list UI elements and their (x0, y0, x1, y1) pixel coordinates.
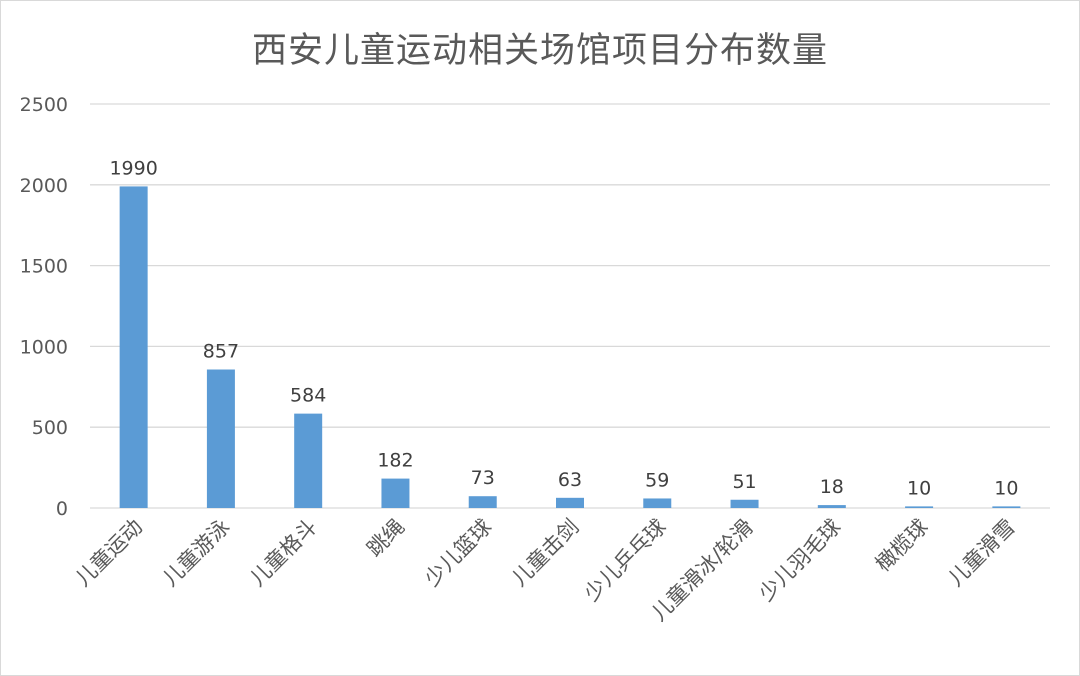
bar (556, 497, 584, 508)
data-label: 10 (907, 477, 931, 499)
y-tick-label: 0 (56, 498, 68, 520)
x-category-label: 少儿篮球 (420, 515, 496, 591)
bar (119, 186, 148, 508)
bars (119, 186, 1021, 508)
gridlines (90, 103, 1050, 509)
data-label: 857 (203, 341, 239, 363)
bar (730, 499, 759, 508)
bar (294, 413, 323, 508)
x-category-label: 橄榄球 (871, 515, 933, 577)
chart-title: 西安儿童运动相关场馆项目分布数量 (251, 31, 828, 71)
bar (468, 496, 497, 508)
x-category-label: 儿童滑雪 (944, 515, 1020, 591)
bar (381, 478, 410, 508)
bar (992, 506, 1021, 508)
data-label: 10 (994, 477, 1018, 499)
x-category-label: 跳绳 (362, 515, 409, 562)
x-category-label: 儿童格斗 (245, 515, 321, 591)
y-tick-label: 2000 (20, 175, 68, 197)
x-axis-category-labels: 儿童运动 儿童游泳 儿童格斗 跳绳 少儿篮球 儿童击剑少儿乒乓球儿童滑冰/轮滑少儿羽毛球橄… (71, 515, 1020, 626)
data-label: 73 (471, 467, 495, 489)
bar (643, 498, 672, 508)
x-category-label: 少儿羽毛球 (754, 515, 845, 606)
bar (905, 506, 934, 508)
y-tick-label: 1000 (20, 336, 68, 358)
data-label: 182 (377, 450, 413, 472)
y-tick-label: 500 (32, 417, 68, 439)
x-category-label: 少儿乒乓球 (580, 515, 671, 606)
data-label: 584 (290, 385, 326, 407)
bar (206, 369, 235, 508)
data-label: 59 (645, 469, 669, 491)
x-category-label: 儿童游泳 (158, 515, 234, 591)
bar (817, 505, 846, 508)
y-tick-label: 1500 (20, 256, 68, 278)
data-label: 18 (820, 476, 844, 498)
y-axis-tick-labels: 0 500 1000 1500 2000 2500 (20, 94, 68, 520)
data-label: 51 (732, 471, 756, 493)
x-category-label: 儿童运动 (71, 515, 147, 591)
x-category-label: 儿童击剑 (507, 515, 583, 591)
y-tick-label: 2500 (20, 94, 68, 116)
data-label: 63 (558, 469, 582, 491)
data-label: 1990 (109, 157, 157, 179)
data-labels: 1990 857 584 182 73 63 59 51 18 10 10 (109, 157, 1018, 499)
